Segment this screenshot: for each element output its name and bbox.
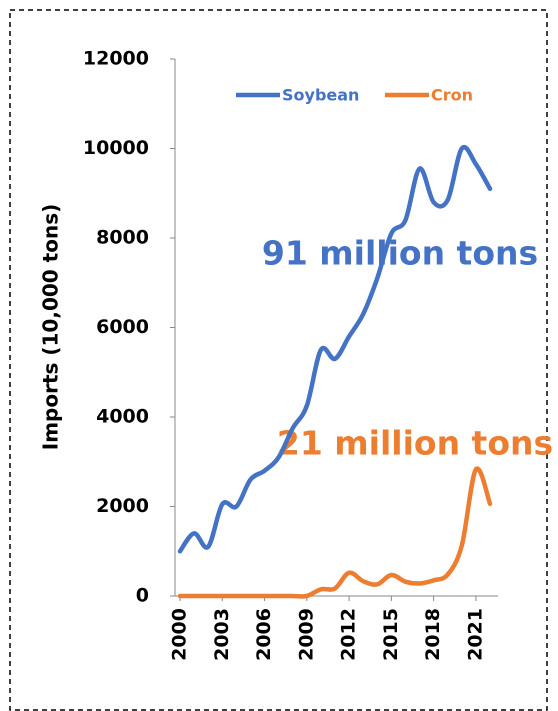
x-tick-label: 2000 bbox=[169, 608, 191, 661]
x-tick-label: 2006 bbox=[253, 608, 275, 661]
annotation: 21 million tons bbox=[277, 424, 553, 463]
series-line bbox=[177, 144, 493, 554]
y-tick-label: 0 bbox=[136, 585, 149, 607]
y-tick-label: 2000 bbox=[96, 495, 149, 517]
x-tick-label: 2009 bbox=[295, 608, 317, 661]
y-tick-label: 6000 bbox=[96, 316, 149, 338]
x-tick-label: 2003 bbox=[211, 608, 233, 661]
legend-label: Soybean bbox=[282, 86, 359, 105]
x-tick-label: 2012 bbox=[338, 608, 360, 661]
x-tick-label: 2021 bbox=[464, 608, 486, 661]
y-tick-label: 8000 bbox=[96, 227, 149, 249]
annotation: 91 million tons bbox=[262, 234, 538, 273]
y-tick-label: 12000 bbox=[83, 48, 149, 70]
border bbox=[9, 9, 548, 711]
y-axis-label: Imports (10,000 tons) bbox=[39, 204, 63, 451]
legend-label: Cron bbox=[431, 86, 473, 105]
y-tick-label: 10000 bbox=[83, 137, 149, 159]
y-tick-label: 4000 bbox=[96, 406, 149, 428]
x-tick-label: 2015 bbox=[380, 608, 402, 661]
x-tick-label: 2018 bbox=[422, 608, 444, 661]
series-line bbox=[177, 466, 493, 599]
